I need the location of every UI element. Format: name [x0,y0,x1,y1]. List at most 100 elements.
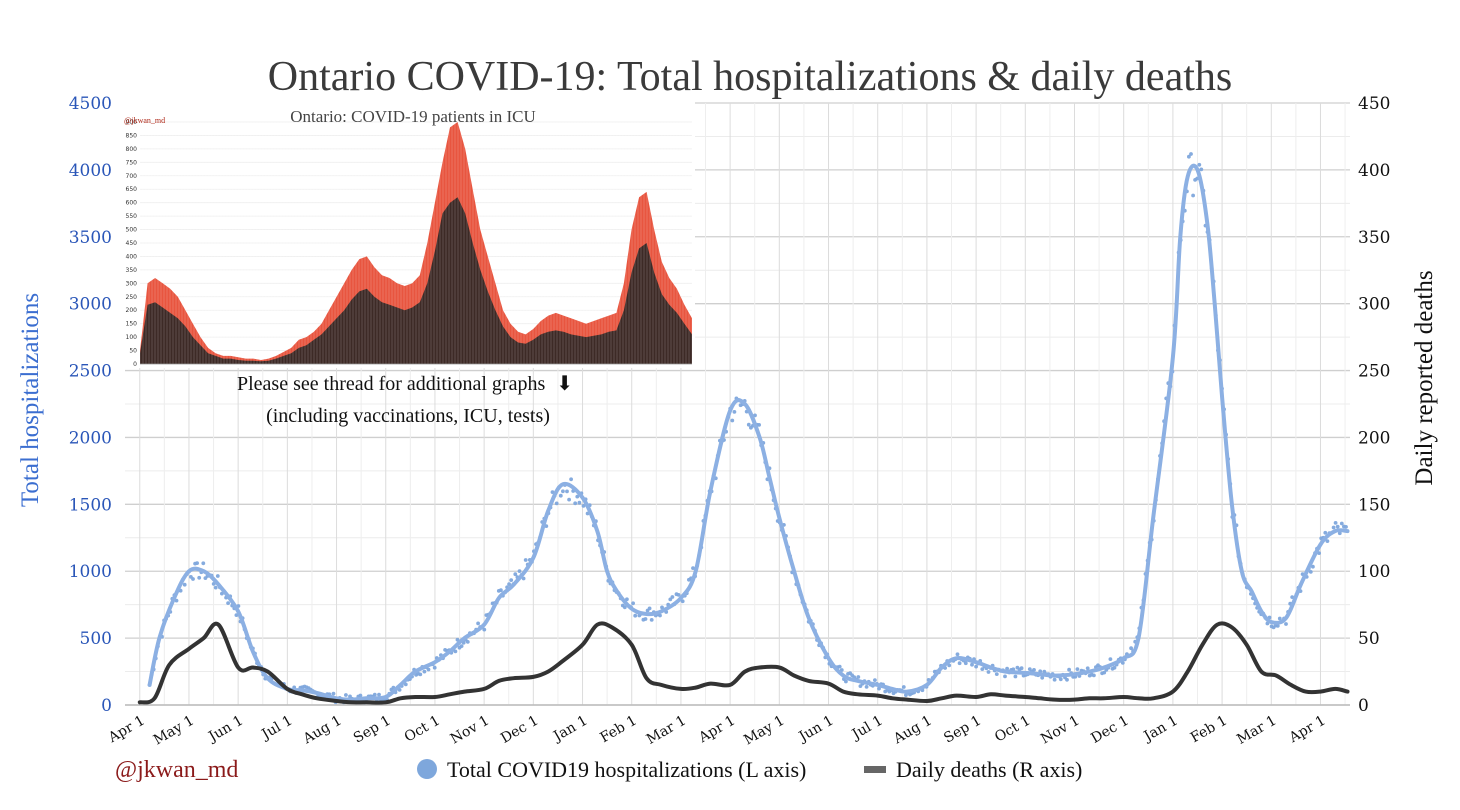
inset-icu-ventilated-area [140,197,692,364]
hospitalization-point [1013,674,1018,679]
hospitalization-point [1075,667,1080,671]
hospitalization-point [358,693,363,698]
hospitalization-point [499,588,503,593]
hospitalization-point [195,561,200,565]
hospitalization-point [1331,525,1336,530]
hospitalization-point [418,672,423,677]
hospitalization-point [691,566,695,570]
x-tick-label: Nov 1 [1038,713,1082,748]
inset-y-tick-label: 0 [133,361,137,368]
svg-text:Please see thread for addition: Please see thread for additional graphs … [237,373,573,395]
hospitalization-point [422,669,427,674]
y-tick-left-label: 500 [80,629,112,649]
hospitalization-point [569,477,573,482]
hospitalization-point [476,621,480,626]
hospitalization-point [215,574,220,578]
x-tick-label: Jul 1 [257,713,295,744]
hospitalization-point [377,692,381,697]
y-tick-right-label: 250 [1358,362,1390,382]
inset-y-tick-label: 450 [126,240,138,247]
hospitalization-point [1308,570,1313,574]
x-tick-label: Apr 1 [105,713,148,747]
down-arrow-icon: ⬇ [556,373,573,395]
inset-title: Ontario: COVID-19 patients in ICU [290,107,536,126]
inset-y-tick-label: 50 [129,348,137,355]
hospitalization-point [670,595,675,599]
hospitalization-point [573,501,578,506]
y-axis-right-ticks: 0 50 100 150 200 250 300 350 400 450 [1358,94,1390,716]
x-tick-label: Dec 1 [498,713,541,747]
inset-y-tick-label: 550 [126,213,138,220]
hospitalization-point [730,418,735,423]
hospitalization-point [1019,666,1024,671]
hospitalization-point [994,672,999,676]
chart-title: Ontario COVID-19: Total hospitalizations… [268,54,1232,100]
x-tick-label: Apr 1 [1286,713,1329,747]
hospitalization-point [633,613,638,618]
x-tick-label: Mar 1 [1234,713,1279,748]
x-axis-ticks: Apr 1 May 1 Jun 1 Jul 1 Aug 1 Sep 1 Oct 1 Nov 1… [105,713,1328,749]
hospitalization-point [581,504,586,508]
y-tick-right-label: 0 [1358,696,1369,716]
hospitalization-point [1275,624,1280,628]
hospitalization-point [980,667,985,671]
hospitalization-point [732,410,737,414]
x-tick-label: Jan 1 [1140,713,1181,746]
y-tick-left-label: 3500 [69,228,112,248]
hospitalization-point [554,501,559,506]
hospitalization-point [197,575,202,580]
hospitalization-point [459,644,464,648]
hospitalization-point [1323,530,1328,535]
hospitalization-point [1005,666,1009,671]
hospitalization-point [331,691,336,696]
hospitalization-point [1003,674,1007,679]
hospitalization-point [1058,677,1063,682]
y-axis-left-ticks: 0 500 1000 1500 2000 2500 3000 3500 4000 4500 [69,94,112,716]
hospitalization-point [753,413,757,418]
annotation-line1: Please see thread for additional graphs [237,373,545,395]
series-lines [137,163,1350,705]
hospitalization-point [986,670,991,674]
hospitalization-point [577,500,582,505]
y-tick-right-label: 50 [1358,629,1380,649]
y-tick-left-label: 1500 [69,495,112,515]
hospitalization-point [1311,564,1315,569]
hospitalization-point [567,497,571,502]
hospitalization-point [1108,657,1113,661]
x-tick-label: May 1 [151,713,197,749]
annotation: Please see thread for additional graphs … [237,373,573,427]
hospitalization-point [757,423,761,427]
hospitalization-point [182,582,187,587]
y-axis-right-label: Daily reported deaths [1411,270,1438,485]
x-tick-label: Feb 1 [1188,713,1230,747]
inset-y-tick-label: 400 [126,253,138,260]
hospitalization-point [974,664,978,669]
hospitalization-point [575,494,580,499]
hospitalization-point [643,617,648,621]
hospitalization-point [1042,669,1047,674]
hospitalization-point [1191,193,1195,198]
inset-y-tick-label: 750 [126,159,138,166]
x-tick-label: Oct 1 [402,713,443,746]
hospitalization-point [970,662,974,667]
hospitalization-point [844,679,848,684]
y-tick-left-label: 0 [101,696,112,716]
hospitalization-point [676,593,681,597]
hospitalization-point [344,693,348,697]
x-tick-label: Mar 1 [644,713,689,748]
legend-deaths-label: Daily deaths (R axis) [896,757,1082,782]
y-tick-right-label: 450 [1358,94,1390,114]
inset-handle: @jkwan_md [124,116,165,125]
hospitalization-point [856,675,861,679]
hospitalization-point [864,685,869,689]
hospitalizations-line [147,163,1350,702]
legend-deaths-marker-icon [864,766,886,773]
y-tick-right-label: 300 [1358,295,1390,315]
deaths-line [137,621,1350,705]
hospitalization-point [1335,524,1340,529]
legend: Total COVID19 hospitalizations (L axis) … [417,757,1082,782]
y-tick-left-label: 4000 [69,161,112,181]
y-tick-right-label: 400 [1358,161,1390,181]
hospitalization-point [1102,670,1107,675]
